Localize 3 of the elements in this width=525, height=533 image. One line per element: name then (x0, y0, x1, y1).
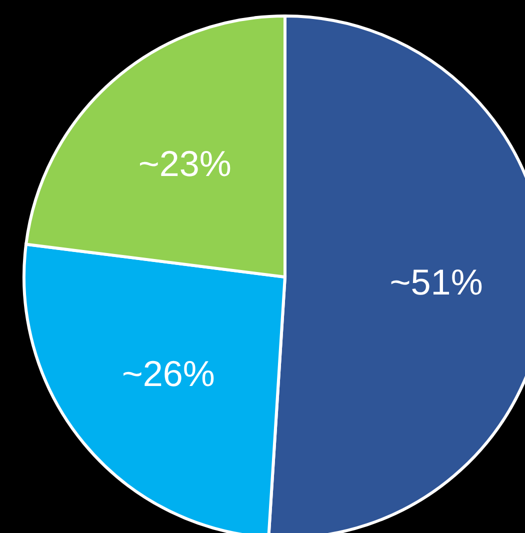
data-label: ~26% (122, 352, 215, 394)
data-label: ~51% (390, 261, 483, 302)
data-label: ~23% (138, 142, 232, 184)
